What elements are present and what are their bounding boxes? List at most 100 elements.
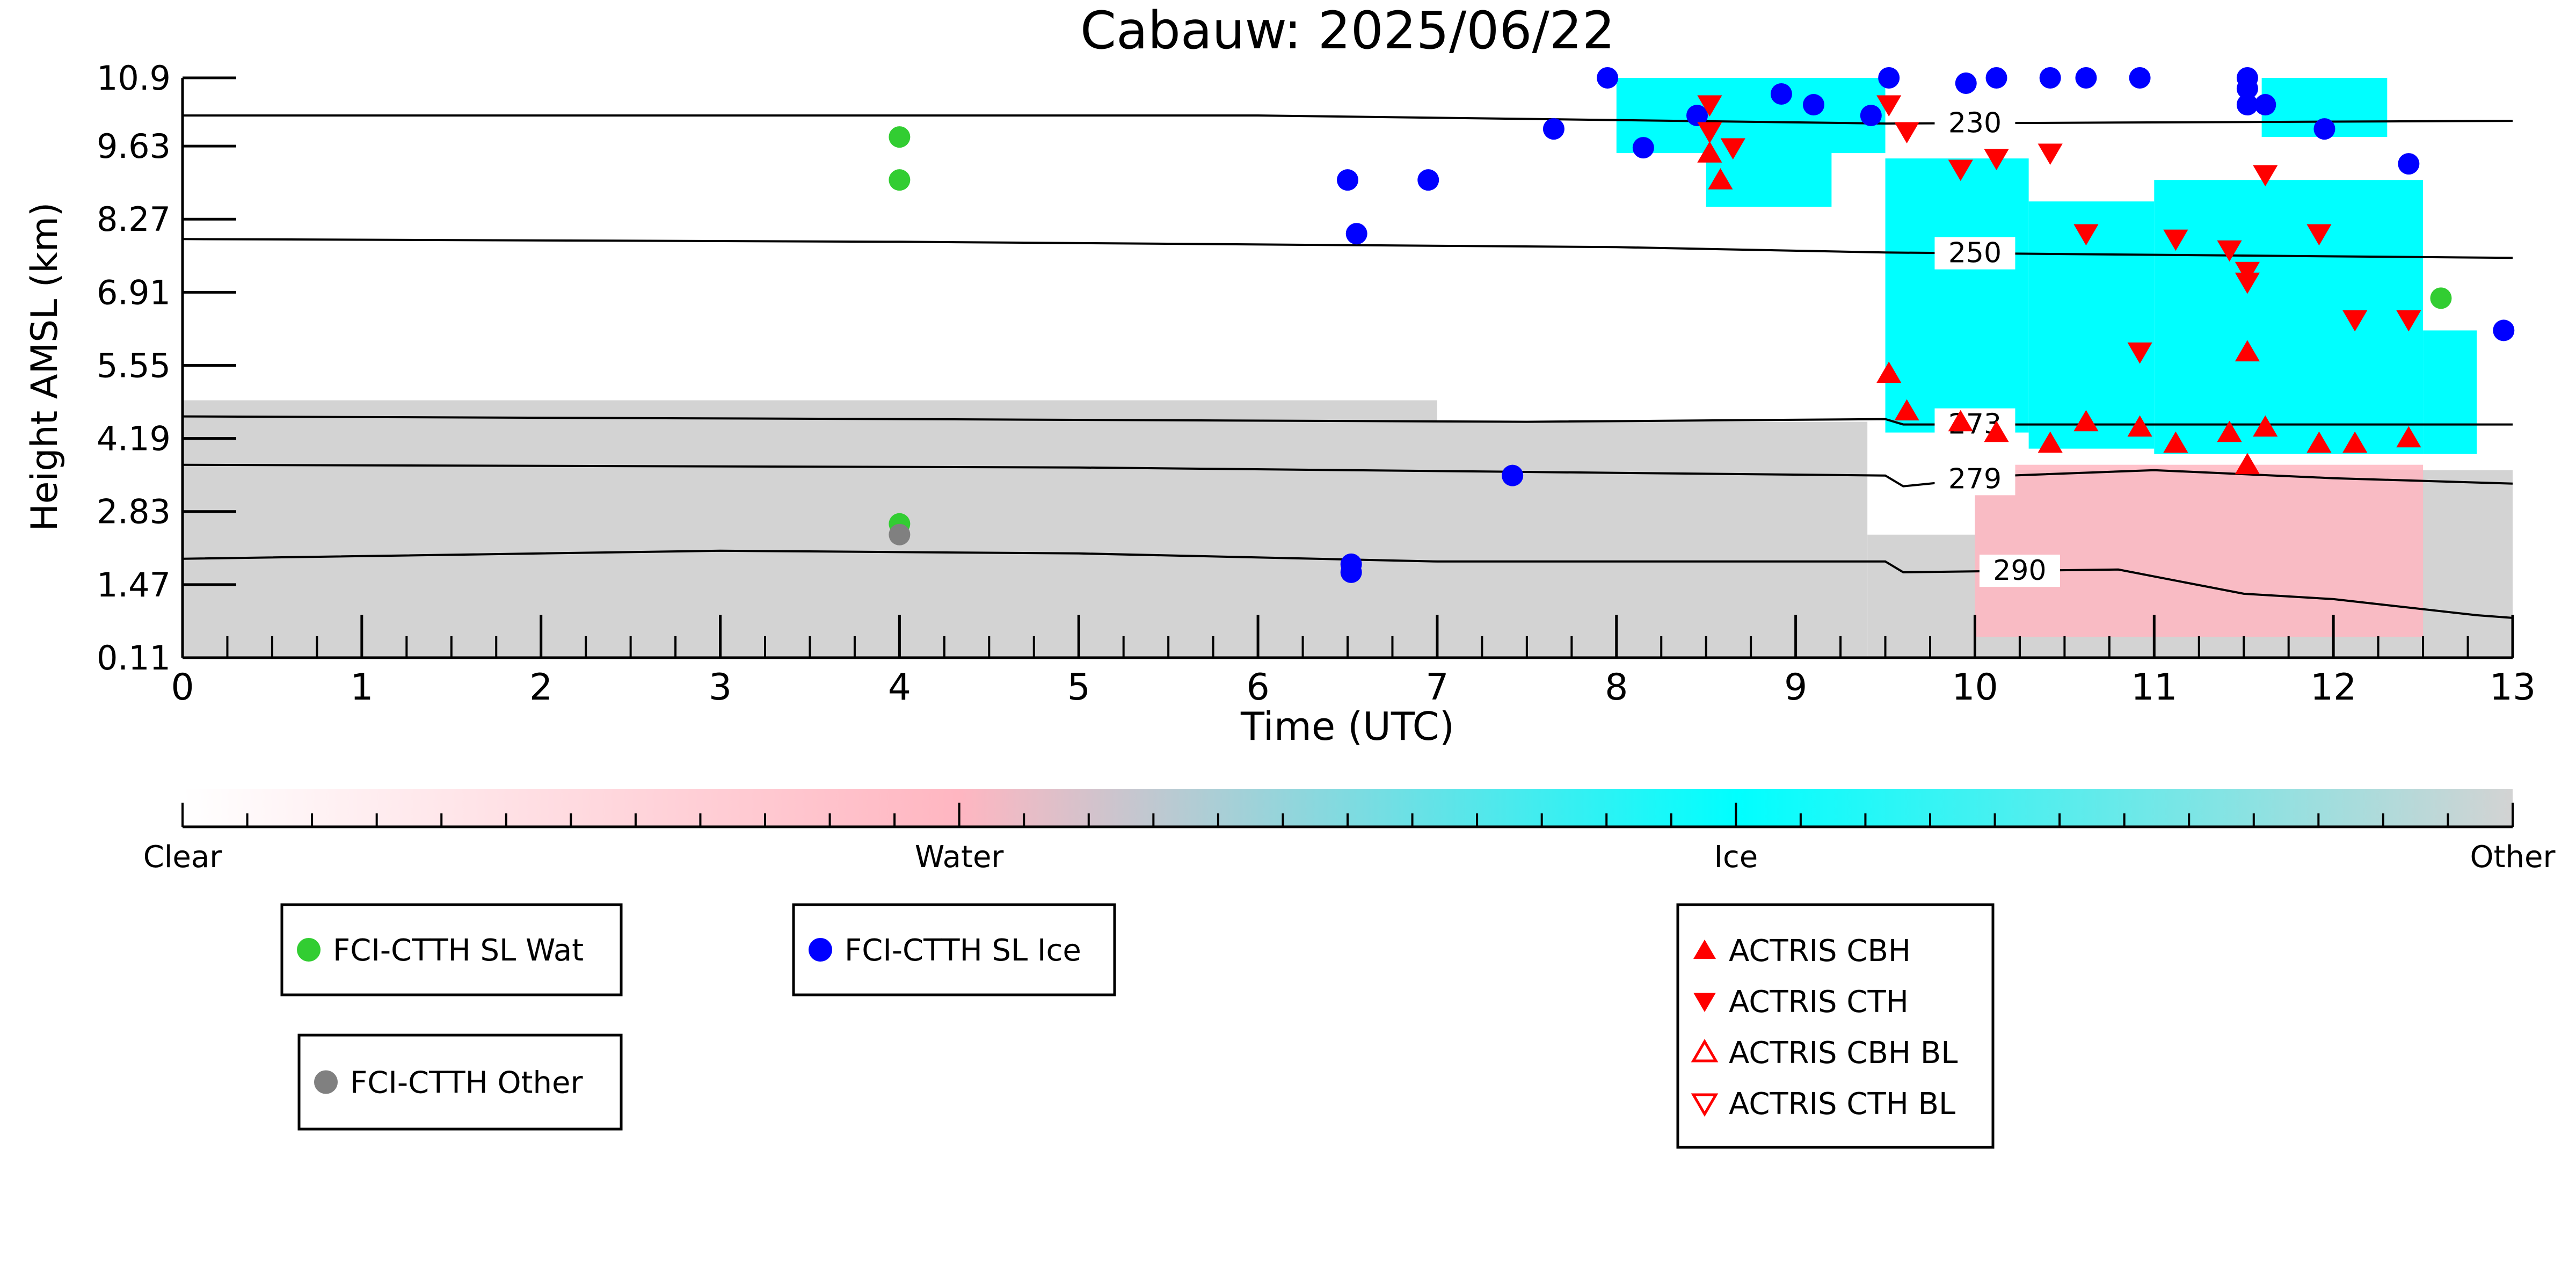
colorbar-label: Clear: [143, 840, 222, 875]
legend-box: FCI-CTTH SL Wat: [280, 903, 623, 996]
point-fci-ctth-sl-ice: [2236, 78, 2258, 100]
x-tick-label: 9: [1784, 666, 1807, 709]
colorbar-label: Ice: [1714, 840, 1758, 875]
contour-label: 250: [1948, 237, 2002, 270]
legend-frame: [1676, 903, 1995, 1149]
classification-colorbar: Clear Water Ice Other: [143, 789, 2556, 875]
legend-marker-fci-ctth-sl-wat: [297, 938, 321, 962]
point-actris-cbh: [1984, 420, 2009, 442]
legend-marker-fci-ctth-other: [314, 1070, 338, 1094]
point-fci-ctth-sl-wat: [889, 126, 911, 148]
point-actris-cth: [2037, 143, 2063, 165]
point-fci-ctth-sl-ice: [1340, 561, 1362, 583]
legend-label-fci-ctth-sl-wat: FCI-CTTH SL Wat: [333, 933, 584, 968]
classification-region-ice: [2154, 180, 2424, 454]
contour-label-bg: [1934, 237, 2015, 270]
point-actris-cth: [1894, 122, 1919, 144]
point-fci-ctth-sl-wat: [889, 169, 911, 191]
y-tick-label: 9.63: [97, 127, 171, 166]
classification-region-ice: [2028, 201, 2155, 449]
y-tick-label: 6.91: [97, 273, 171, 312]
point-actris-cbh: [2253, 415, 2278, 437]
point-fci-ctth-sl-ice: [1985, 67, 2007, 89]
point-actris-cth: [2127, 342, 2152, 364]
point-fci-ctth-sl-ice: [1686, 105, 1708, 127]
point-fci-ctth-other: [889, 523, 911, 545]
legend-label-actris-cth: ACTRIS CTH: [1729, 985, 1909, 1020]
point-actris-cbh: [1708, 168, 1733, 190]
x-tick-label: 3: [709, 666, 732, 709]
point-actris-cbh: [2163, 431, 2188, 453]
legend-box: FCI-CTTH SL Ice: [792, 903, 1116, 996]
legend-frame: [280, 903, 623, 996]
point-actris-cbh: [2306, 431, 2332, 453]
contour-line: [183, 238, 2513, 259]
point-fci-ctth-sl-ice: [1860, 105, 1882, 127]
point-fci-ctth-sl-ice: [2075, 67, 2097, 89]
legend-label-actris-cbh: ACTRIS CBH: [1729, 934, 1911, 969]
point-fci-ctth-sl-ice: [2039, 67, 2061, 89]
contour-line: [183, 549, 2513, 619]
point-fci-ctth-sl-ice: [1632, 137, 1654, 159]
point-actris-cth: [2073, 224, 2099, 246]
legend-frame: [297, 1034, 623, 1131]
point-actris-cth: [1720, 138, 1745, 160]
point-actris-cth: [2396, 310, 2421, 332]
point-fci-ctth-sl-ice: [1878, 67, 1900, 89]
x-tick-label: 13: [2490, 666, 2536, 709]
point-fci-ctth-sl-ice: [1345, 223, 1367, 245]
y-axis-label: Height AMSL (km): [24, 202, 66, 532]
point-actris-cth: [2306, 224, 2332, 246]
classification-region-other: [1437, 421, 1868, 658]
legend-marker-actris-cth-bl: [1691, 1093, 1719, 1117]
classification-region-other: [183, 400, 1437, 658]
y-tick-label: 1.47: [97, 565, 171, 605]
chart-title: Cabauw: 2025/06/22: [1080, 1, 1615, 61]
x-tick-label: 5: [1067, 666, 1090, 709]
point-actris-cth: [2163, 229, 2188, 251]
contour-label-bg: [1979, 555, 2060, 587]
point-actris-cbh: [2235, 340, 2260, 362]
y-tick-label: 0.11: [97, 638, 171, 678]
point-actris-cbh: [2127, 415, 2152, 437]
legend-frame: [792, 903, 1116, 996]
legend-label-actris-cth-bl: ACTRIS CTH BL: [1729, 1087, 1955, 1122]
classification-region-water: [1975, 464, 2424, 637]
point-fci-ctth-sl-ice: [1597, 67, 1619, 89]
point-actris-cbh: [1948, 410, 1973, 432]
y-tick-label: 8.27: [97, 200, 171, 239]
classification-region-ice: [1885, 158, 2029, 433]
contour-label-bg: [1934, 463, 2015, 496]
point-fci-ctth-sl-ice: [2313, 118, 2335, 140]
point-actris-cth: [2217, 240, 2242, 262]
x-tick-label: 11: [2131, 666, 2178, 709]
point-actris-cbh: [2037, 431, 2063, 453]
x-tick-label: 12: [2310, 666, 2357, 709]
point-actris-cth: [2235, 272, 2260, 294]
y-tick-label: 10.9: [97, 59, 171, 98]
point-actris-cbh: [2073, 410, 2099, 432]
point-fci-ctth-sl-ice: [2493, 319, 2515, 341]
point-fci-ctth-sl-ice: [2398, 153, 2420, 175]
point-actris-cth: [2253, 165, 2278, 187]
legend-marker-actris-cbh-bl: [1691, 1039, 1719, 1063]
point-actris-cbh: [2396, 426, 2421, 448]
legend-label-fci-ctth-sl-ice: FCI-CTTH SL Ice: [845, 933, 1081, 968]
point-actris-cth: [2235, 261, 2260, 283]
classification-region-ice: [2423, 330, 2477, 454]
point-fci-ctth-sl-ice: [2254, 94, 2276, 116]
point-fci-ctth-sl-ice: [2129, 67, 2151, 89]
y-tick-label: 2.83: [97, 492, 171, 532]
contour-line: [183, 463, 2513, 487]
point-fci-ctth-sl-ice: [1417, 169, 1439, 191]
point-fci-ctth-sl-wat: [2430, 287, 2452, 309]
point-actris-cth: [1948, 159, 1973, 181]
x-axis-label: Time (UTC): [1240, 704, 1454, 749]
y-tick-label: 5.55: [97, 346, 171, 385]
x-tick-label: 7: [1425, 666, 1449, 709]
legend-marker-actris-cth: [1693, 993, 1716, 1012]
x-tick-label: 8: [1605, 666, 1628, 709]
x-tick-label: 2: [529, 666, 552, 709]
legend-label-fci-ctth-other: FCI-CTTH Other: [350, 1066, 583, 1101]
